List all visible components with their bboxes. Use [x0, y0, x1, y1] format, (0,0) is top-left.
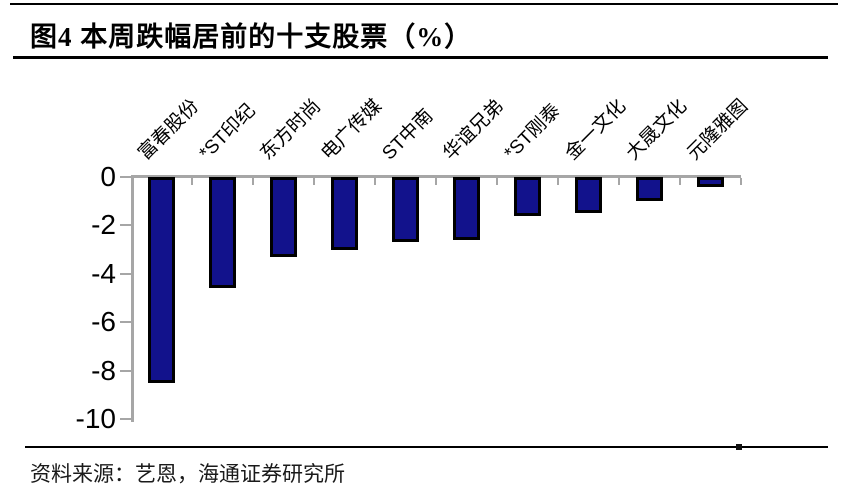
x-axis-label: 大晟文化 — [622, 95, 692, 165]
y-axis-tick — [120, 418, 131, 420]
x-axis-label: 东方时尚 — [256, 95, 326, 165]
figure-title: 图4 本周跌幅居前的十支股票（%） — [30, 22, 473, 52]
y-axis-tick — [120, 272, 131, 275]
y-axis-tick-label: -4 — [91, 257, 116, 289]
y-axis-tick-label: -8 — [91, 354, 116, 386]
x-axis-label: 金一文化 — [561, 95, 631, 165]
bar — [514, 177, 541, 216]
x-axis-label: 电广传媒 — [317, 95, 387, 165]
x-axis-tick — [618, 178, 620, 185]
bar — [453, 177, 480, 240]
bar — [636, 177, 663, 201]
x-axis-label: ST中南 — [378, 105, 438, 165]
top-divider — [10, 3, 838, 5]
x-axis-label: 富春股份 — [134, 95, 204, 165]
x-axis-tick — [557, 178, 559, 185]
y-axis-tick-label: 0 — [100, 161, 116, 192]
y-axis-tick-label: -10 — [75, 403, 116, 434]
x-axis-label: *ST印纪 — [195, 100, 260, 165]
x-axis-tick — [496, 178, 498, 185]
bar — [392, 177, 419, 242]
x-axis-tick — [191, 178, 193, 185]
x-axis-tick — [313, 178, 315, 185]
bar — [697, 177, 724, 187]
y-axis-line — [131, 175, 134, 422]
x-axis-tick — [679, 178, 681, 185]
title-divider — [13, 56, 828, 59]
y-axis-tick — [120, 176, 131, 178]
y-axis-tick — [120, 321, 131, 324]
x-axis-label: *ST刚泰 — [500, 100, 565, 165]
x-axis-label: 华谊兄弟 — [439, 95, 509, 165]
y-axis-tick-label: -2 — [91, 209, 116, 241]
x-axis-tick — [252, 178, 254, 185]
bar — [331, 177, 358, 250]
y-axis-tick — [120, 369, 131, 372]
x-axis-tick — [374, 178, 376, 185]
x-axis-label: 元隆雅图 — [683, 95, 753, 165]
y-axis-tick-label: -6 — [91, 306, 116, 338]
x-axis-tick — [740, 178, 742, 185]
x-axis-tick — [435, 178, 437, 185]
bar — [270, 177, 297, 257]
x-axis-line — [131, 175, 741, 178]
chart-handle-dot — [736, 444, 742, 450]
bar — [209, 177, 236, 288]
y-axis-tick — [120, 224, 131, 227]
bar — [575, 177, 602, 213]
source-divider — [25, 446, 828, 448]
bar — [148, 177, 175, 383]
source-note: 资料来源：艺恩，海通证券研究所 — [30, 462, 345, 486]
